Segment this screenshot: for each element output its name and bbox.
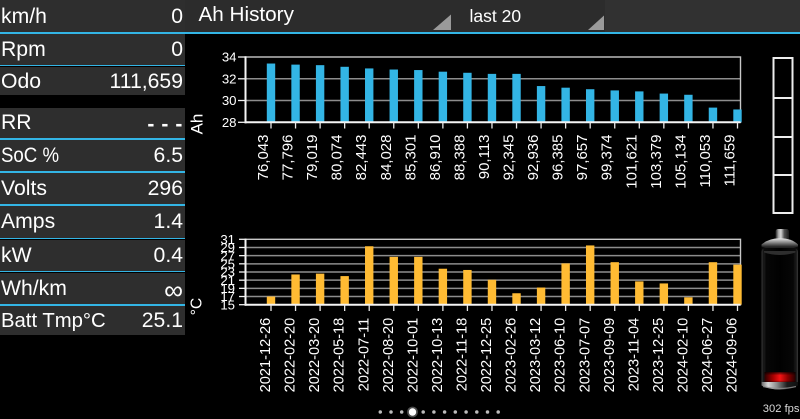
svg-text:27: 27: [220, 248, 235, 263]
svg-text:2022-07-11: 2022-07-11: [356, 318, 372, 392]
svg-text:21: 21: [220, 273, 235, 288]
svg-text:2022-03-20: 2022-03-20: [307, 318, 323, 393]
svg-text:92,345: 92,345: [501, 135, 518, 181]
svg-text:2023-02-26: 2023-02-26: [504, 318, 520, 393]
svg-text:°C: °C: [189, 298, 206, 315]
svg-text:84,028: 84,028: [378, 135, 395, 181]
svg-text:2023-06-10: 2023-06-10: [553, 318, 569, 393]
svg-text:76,043: 76,043: [255, 135, 272, 181]
svg-text:2023-12-25: 2023-12-25: [651, 318, 667, 393]
svg-text:82,443: 82,443: [353, 135, 370, 181]
svg-text:2022-11-18: 2022-11-18: [455, 318, 471, 392]
svg-text:96,385: 96,385: [550, 135, 567, 181]
svg-text:2024-09-06: 2024-09-06: [725, 318, 741, 393]
svg-text:15: 15: [220, 297, 235, 312]
svg-text:79,019: 79,019: [304, 135, 321, 181]
svg-text:90,113: 90,113: [476, 134, 493, 179]
svg-text:103,379: 103,379: [648, 135, 665, 189]
svg-text:77,796: 77,796: [280, 135, 297, 181]
svg-text:110,053: 110,053: [697, 135, 714, 188]
svg-text:80,074: 80,074: [329, 135, 346, 181]
svg-text:Ah: Ah: [188, 114, 207, 135]
svg-text:88,388: 88,388: [451, 135, 468, 181]
svg-text:99,374: 99,374: [599, 135, 616, 181]
svg-text:92,936: 92,936: [525, 135, 542, 181]
svg-text:31: 31: [220, 232, 235, 247]
svg-text:34: 34: [222, 50, 237, 65]
svg-text:2022-05-18: 2022-05-18: [332, 318, 348, 393]
svg-text:28: 28: [222, 115, 237, 130]
svg-text:30: 30: [222, 93, 237, 108]
svg-text:2022-08-20: 2022-08-20: [381, 318, 397, 393]
svg-text:2024-02-10: 2024-02-10: [675, 318, 691, 393]
svg-text:32: 32: [222, 71, 237, 86]
svg-text:111,659: 111,659: [722, 135, 739, 187]
svg-text:86,910: 86,910: [427, 135, 444, 181]
svg-text:2022-10-01: 2022-10-01: [405, 318, 421, 393]
svg-text:105,134: 105,134: [672, 135, 689, 189]
svg-text:101,621: 101,621: [623, 135, 640, 189]
svg-text:29: 29: [220, 240, 235, 255]
svg-text:2023-09-09: 2023-09-09: [602, 318, 618, 393]
svg-text:85,301: 85,301: [402, 135, 419, 181]
svg-text:2023-07-07: 2023-07-07: [577, 318, 593, 393]
svg-text:2021-12-26: 2021-12-26: [258, 318, 274, 393]
svg-text:2024-06-27: 2024-06-27: [700, 318, 716, 393]
svg-text:302 fps: 302 fps: [763, 403, 800, 415]
svg-text:19: 19: [220, 281, 235, 296]
svg-text:97,657: 97,657: [574, 135, 591, 181]
svg-text:25: 25: [220, 256, 235, 271]
svg-text:23: 23: [220, 265, 235, 280]
svg-text:2023-11-04: 2023-11-04: [626, 318, 642, 392]
svg-text:17: 17: [220, 289, 235, 304]
svg-text:2022-10-13: 2022-10-13: [430, 318, 446, 393]
svg-text:2022-12-25: 2022-12-25: [479, 318, 495, 393]
svg-text:2023-03-12: 2023-03-12: [528, 318, 544, 393]
svg-text:2022-02-20: 2022-02-20: [283, 318, 299, 393]
